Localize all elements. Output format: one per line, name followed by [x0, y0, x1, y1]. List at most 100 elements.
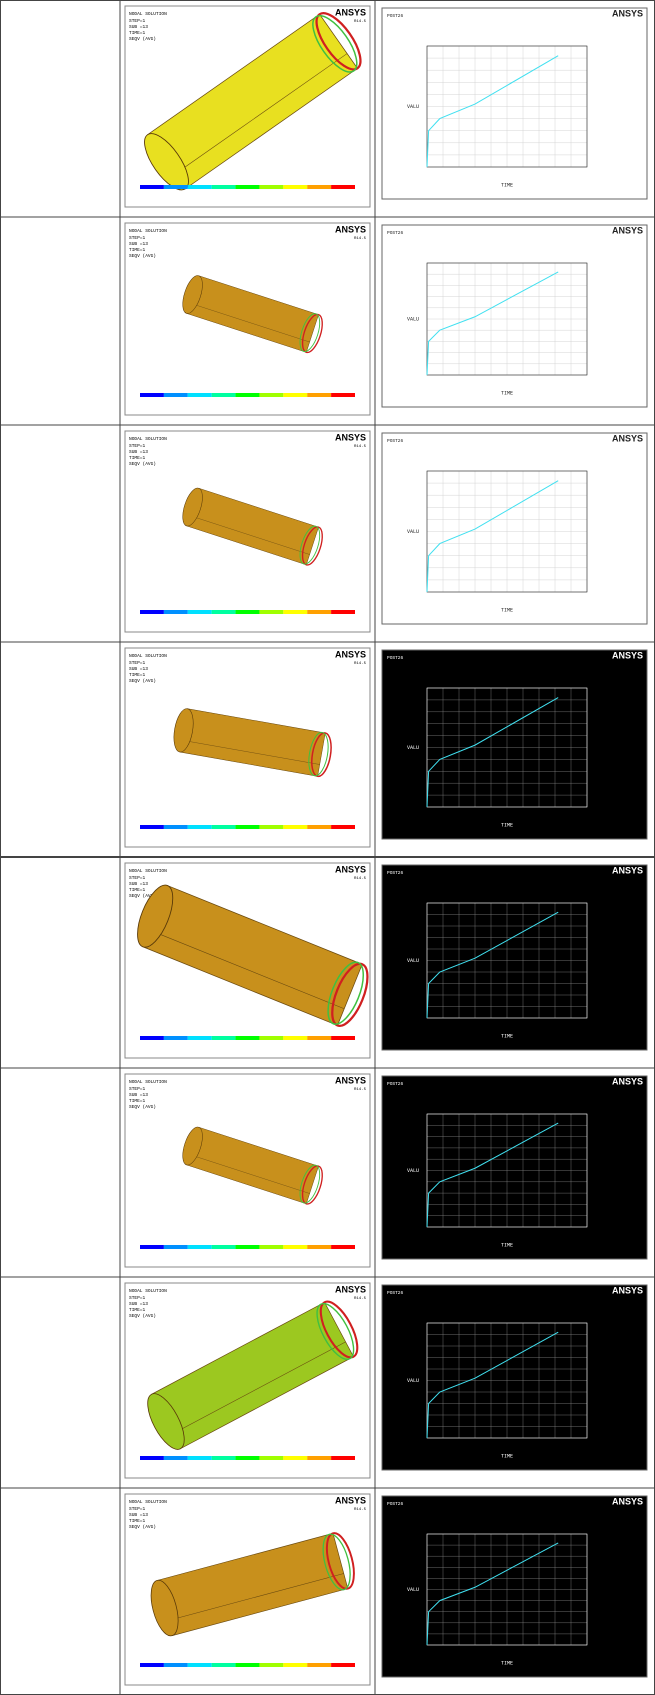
legend-swatch: [283, 1456, 307, 1460]
info-line: SEQV (AVG): [129, 678, 156, 684]
info-line: TIME=1: [129, 1307, 146, 1313]
legend-swatch: [307, 1663, 331, 1667]
brand: ANSYS: [612, 433, 643, 443]
graph-panel: [382, 1285, 647, 1470]
info-line: TIME=1: [129, 247, 146, 253]
legend-swatch: [212, 393, 236, 397]
info-line: SEQV (AVG): [129, 461, 156, 467]
info-line: STEP=1: [129, 660, 146, 666]
graph-title: POST26: [387, 438, 404, 444]
legend-swatch: [164, 393, 188, 397]
legend-swatch: [188, 185, 212, 189]
legend-swatch: [307, 825, 331, 829]
info-line: STEP=1: [129, 1506, 146, 1512]
x-axis-label: TIME: [501, 1660, 513, 1666]
legend-swatch: [212, 185, 236, 189]
legend-swatch: [331, 1036, 355, 1040]
legend-swatch: [283, 1245, 307, 1249]
legend-swatch: [188, 610, 212, 614]
info-line: SUB =13: [129, 241, 148, 247]
legend-swatch: [307, 610, 331, 614]
heading: NODAL SOLUTION: [129, 11, 167, 17]
info-line: SEQV (AVG): [129, 1313, 156, 1319]
legend-swatch: [236, 1245, 260, 1249]
info-line: SUB =13: [129, 449, 148, 455]
graph-title: POST26: [387, 13, 404, 19]
graph-panel: [382, 865, 647, 1050]
legend-swatch: [236, 610, 260, 614]
info-line: SUB =13: [129, 1092, 148, 1098]
legend-swatch: [140, 185, 164, 189]
info-line: STEP=1: [129, 1086, 146, 1092]
version: R14.5: [354, 662, 367, 666]
legend-swatch: [140, 1456, 164, 1460]
legend-swatch: [331, 825, 355, 829]
legend-swatch: [188, 825, 212, 829]
legend-swatch: [164, 1456, 188, 1460]
legend-swatch: [164, 1663, 188, 1667]
info-line: STEP=1: [129, 875, 146, 881]
brand: ANSYS: [612, 1285, 643, 1295]
version: R14.5: [354, 1088, 367, 1092]
legend-swatch: [140, 1663, 164, 1667]
legend-swatch: [236, 1663, 260, 1667]
brand: ANSYS: [612, 650, 643, 660]
version: R14.5: [354, 1297, 367, 1301]
x-axis-label: TIME: [501, 607, 513, 613]
legend-swatch: [212, 1036, 236, 1040]
info-line: TIME=1: [129, 30, 146, 36]
info-line: TIME=1: [129, 1098, 146, 1104]
graph-panel: [382, 8, 647, 199]
legend-swatch: [259, 1456, 283, 1460]
legend-swatch: [140, 1036, 164, 1040]
legend-swatch: [236, 825, 260, 829]
version: R14.5: [354, 445, 367, 449]
legend-swatch: [188, 1456, 212, 1460]
info-line: TIME=1: [129, 887, 146, 893]
brand: ANSYS: [335, 432, 366, 442]
heading: NODAL SOLUTION: [129, 228, 167, 234]
legend-swatch: [283, 610, 307, 614]
brand: ANSYS: [335, 1075, 366, 1085]
legend-swatch: [236, 1036, 260, 1040]
brand: ANSYS: [612, 1496, 643, 1506]
graph-title: POST26: [387, 1290, 404, 1296]
x-axis-label: TIME: [501, 390, 513, 396]
x-axis-label: TIME: [501, 822, 513, 828]
version: R14.5: [354, 877, 367, 881]
graph-panel: [382, 433, 647, 624]
heading: NODAL SOLUTION: [129, 1079, 167, 1085]
legend-swatch: [188, 1663, 212, 1667]
legend-swatch: [259, 1663, 283, 1667]
info-line: STEP=1: [129, 443, 146, 449]
legend-swatch: [236, 185, 260, 189]
y-axis-label: VALU: [407, 958, 419, 964]
legend-swatch: [307, 1245, 331, 1249]
graph-panel: [382, 1496, 647, 1677]
document: ANSYSR14.5NODAL SOLUTIONSTEP=1SUB =13TIM…: [0, 0, 655, 1695]
y-axis-label: VALU: [407, 1168, 419, 1174]
legend-swatch: [283, 1036, 307, 1040]
legend-swatch: [140, 393, 164, 397]
legend-swatch: [140, 825, 164, 829]
legend-swatch: [259, 610, 283, 614]
info-line: SEQV (AVG): [129, 36, 156, 42]
y-axis-label: VALU: [407, 104, 419, 110]
heading: NODAL SOLUTION: [129, 868, 167, 874]
info-line: TIME=1: [129, 455, 146, 461]
legend-swatch: [331, 610, 355, 614]
legend-swatch: [212, 610, 236, 614]
info-line: STEP=1: [129, 1295, 146, 1301]
heading: NODAL SOLUTION: [129, 436, 167, 442]
brand: ANSYS: [335, 7, 366, 17]
x-axis-label: TIME: [501, 1033, 513, 1039]
legend-swatch: [283, 393, 307, 397]
legend-swatch: [259, 1245, 283, 1249]
graph-title: POST26: [387, 655, 404, 661]
legend-swatch: [164, 610, 188, 614]
info-line: STEP=1: [129, 18, 146, 24]
legend-swatch: [164, 1245, 188, 1249]
brand: ANSYS: [612, 8, 643, 18]
legend-swatch: [307, 393, 331, 397]
y-axis-label: VALU: [407, 529, 419, 535]
